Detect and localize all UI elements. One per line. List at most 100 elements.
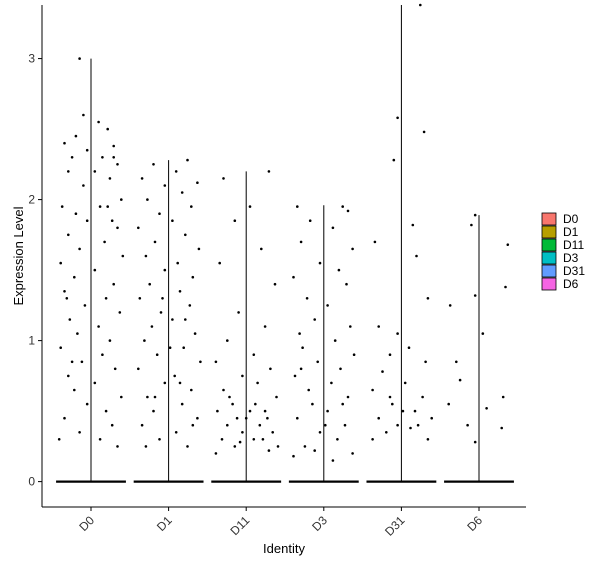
point-d0-24 bbox=[121, 254, 125, 258]
y-tick-label-2: 2 bbox=[28, 193, 35, 207]
point-d0-3 bbox=[106, 127, 109, 131]
point-d6-11 bbox=[501, 395, 505, 399]
point-d1-30 bbox=[199, 360, 202, 364]
point-d1-27 bbox=[143, 339, 146, 342]
point-d3-36 bbox=[341, 402, 345, 406]
x-tick-label-d3: D3 bbox=[309, 513, 330, 534]
point-d31-17 bbox=[391, 402, 394, 406]
point-d1-33 bbox=[163, 381, 167, 385]
point-d11-0 bbox=[267, 170, 271, 173]
legend-label-d11: D11 bbox=[563, 238, 584, 252]
point-d11-20 bbox=[266, 416, 269, 420]
point-d3-1 bbox=[296, 205, 299, 208]
point-d1-26 bbox=[193, 332, 197, 335]
point-d11-2 bbox=[248, 205, 252, 208]
point-d1-45 bbox=[178, 381, 182, 385]
point-d6-13 bbox=[500, 426, 504, 430]
point-d0-31 bbox=[83, 304, 87, 307]
point-d11-31 bbox=[214, 452, 218, 455]
point-d1-0 bbox=[186, 158, 189, 162]
point-d11-4 bbox=[260, 247, 263, 251]
legend-label-d6: D6 bbox=[563, 277, 579, 291]
point-d0-56 bbox=[112, 156, 115, 159]
point-d1-38 bbox=[196, 416, 199, 420]
point-d31-11 bbox=[388, 353, 392, 357]
point-d0-57 bbox=[65, 297, 69, 300]
violin-d11 bbox=[211, 170, 282, 483]
point-d11-19 bbox=[216, 409, 219, 413]
point-d0-28 bbox=[112, 282, 115, 286]
point-d0-51 bbox=[57, 438, 61, 441]
point-d3-19 bbox=[316, 360, 320, 364]
y-tick-label-1: 1 bbox=[28, 334, 35, 348]
point-d0-26 bbox=[93, 268, 97, 272]
point-d1-8 bbox=[190, 205, 193, 208]
point-d3-35 bbox=[313, 449, 317, 452]
point-d1-1 bbox=[152, 163, 155, 166]
point-d0-54 bbox=[106, 205, 109, 208]
point-d1-10 bbox=[171, 219, 174, 222]
point-d0-30 bbox=[104, 297, 108, 300]
legend-key-d6 bbox=[541, 277, 557, 291]
point-d3-12 bbox=[326, 304, 329, 307]
point-d1-24 bbox=[171, 318, 174, 321]
point-d1-11 bbox=[137, 226, 140, 230]
point-d3-3 bbox=[308, 219, 312, 222]
point-d1-44 bbox=[168, 346, 172, 350]
point-d11-9 bbox=[226, 339, 229, 342]
point-d1-9 bbox=[158, 212, 161, 215]
point-d1-39 bbox=[140, 423, 144, 427]
point-d1-31 bbox=[137, 367, 140, 371]
point-d0-1 bbox=[97, 120, 100, 124]
point-d3-38 bbox=[324, 423, 327, 427]
point-d1-3 bbox=[140, 177, 144, 180]
point-d6-0 bbox=[473, 213, 477, 217]
x-axis-title: Identity bbox=[263, 541, 305, 556]
legend-key-d0 bbox=[541, 212, 557, 226]
point-d0-20 bbox=[116, 226, 119, 230]
point-d1-22 bbox=[188, 304, 192, 307]
point-d11-34 bbox=[228, 395, 231, 399]
point-d0-8 bbox=[70, 156, 74, 159]
point-d11-14 bbox=[256, 381, 259, 385]
point-d3-29 bbox=[318, 431, 322, 434]
point-d1-18 bbox=[191, 275, 195, 279]
point-d6-1 bbox=[506, 243, 510, 246]
point-d11-12 bbox=[269, 367, 272, 371]
point-d3-9 bbox=[292, 275, 295, 279]
point-d6-9 bbox=[485, 407, 488, 410]
point-d31-18 bbox=[413, 409, 417, 413]
point-d31-8 bbox=[426, 297, 430, 300]
point-d0-39 bbox=[80, 360, 84, 364]
x-tick-label-d1: D1 bbox=[154, 513, 175, 534]
point-d11-16 bbox=[275, 395, 278, 399]
point-d1-17 bbox=[163, 268, 167, 272]
point-d3-7 bbox=[318, 261, 322, 265]
plot-area: 0 1 2 3 D0 D1 D11 D3 D31 D6 bbox=[28, 3, 526, 539]
point-d31-21 bbox=[396, 423, 399, 427]
point-d11-3 bbox=[233, 219, 237, 222]
point-d6-3 bbox=[448, 304, 452, 307]
point-d31-15 bbox=[371, 388, 374, 392]
point-d0-44 bbox=[120, 395, 123, 399]
point-d0-55 bbox=[82, 113, 85, 117]
point-d31-26 bbox=[416, 423, 420, 427]
legend-key-d1 bbox=[541, 225, 557, 239]
point-d0-19 bbox=[85, 219, 89, 222]
point-d0-7 bbox=[101, 156, 104, 159]
y-tick-label-0: 0 bbox=[28, 475, 35, 489]
chart-marks bbox=[56, 3, 514, 483]
point-d3-17 bbox=[301, 346, 304, 350]
point-d0-43 bbox=[73, 388, 76, 392]
point-d3-27 bbox=[296, 416, 299, 420]
point-d31-20 bbox=[430, 416, 434, 420]
point-d6-6 bbox=[455, 360, 458, 364]
point-d11-27 bbox=[220, 438, 224, 441]
point-d3-28 bbox=[343, 423, 347, 427]
point-d6-2 bbox=[470, 223, 473, 227]
point-d3-33 bbox=[292, 454, 295, 458]
point-d31-2 bbox=[422, 130, 426, 134]
point-d3-20 bbox=[339, 367, 342, 371]
point-d31-6 bbox=[415, 254, 418, 258]
point-d1-21 bbox=[138, 297, 142, 300]
